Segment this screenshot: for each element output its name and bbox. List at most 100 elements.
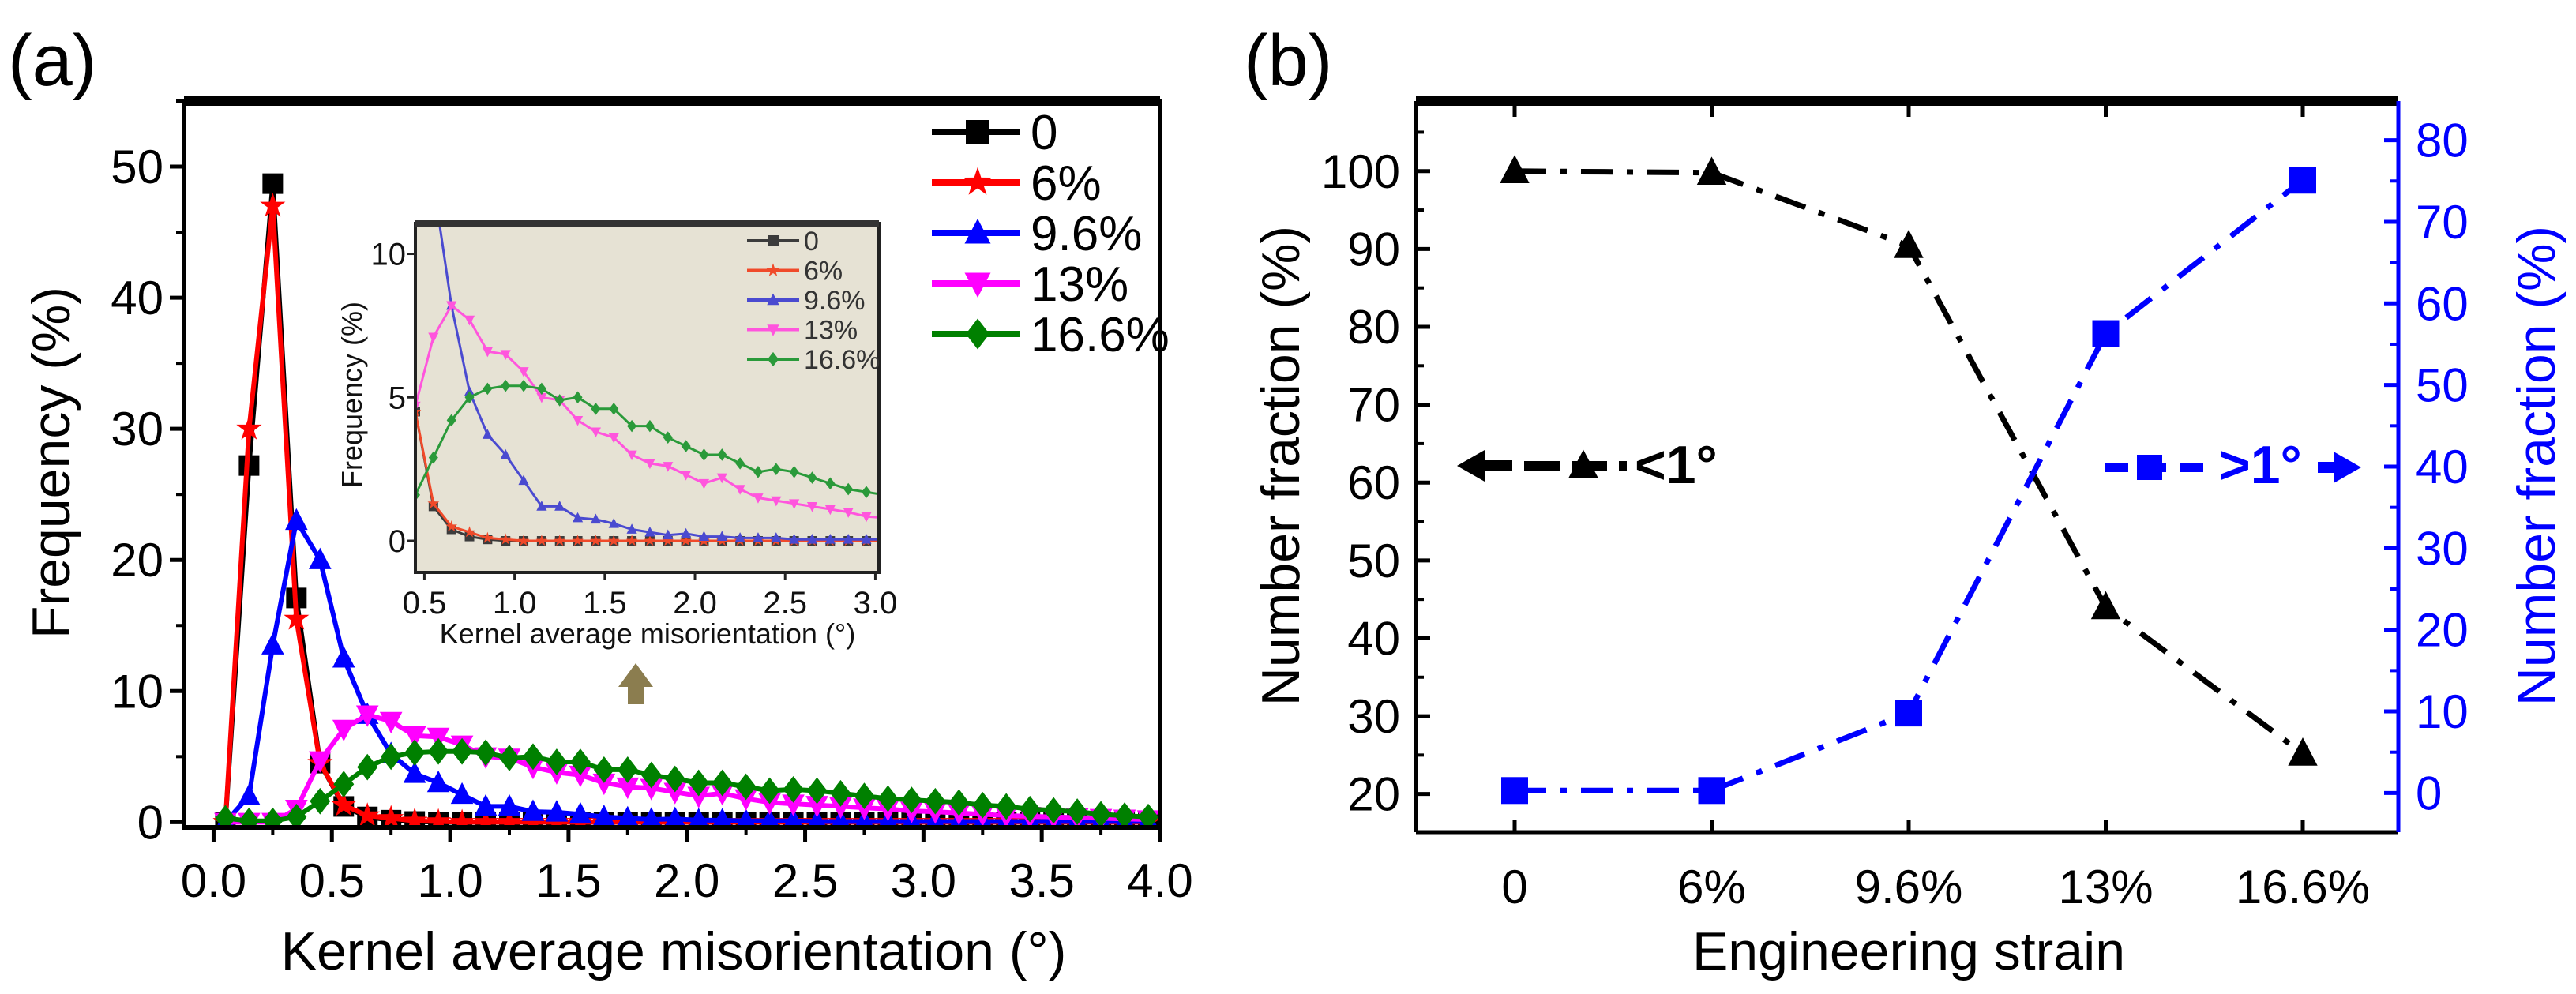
data-point	[948, 789, 970, 816]
data-point	[807, 808, 827, 827]
x-tick-label: 0	[1501, 861, 1527, 913]
inset-legend-label: 0	[804, 227, 819, 257]
right-y-tick-label: 80	[2416, 114, 2469, 167]
inset-data-point	[1042, 523, 1051, 536]
series-line	[225, 711, 1149, 825]
series-line	[223, 514, 1148, 824]
inset-data-point	[880, 489, 889, 501]
panel-b-label: (b)	[1244, 21, 1332, 101]
right-y-tick-label: 30	[2416, 522, 2469, 575]
data-point	[1067, 798, 1088, 825]
data-point	[1138, 803, 1159, 827]
inset-data-point	[807, 471, 817, 484]
inset-y-tick-label: 5	[389, 381, 406, 415]
legend-marker	[966, 120, 989, 144]
data-point	[1894, 230, 1924, 258]
inset-data-point	[1004, 535, 1016, 546]
inset-data-point	[483, 382, 493, 396]
data-point	[901, 786, 922, 814]
right-y-tick-label: 40	[2416, 441, 2469, 493]
data-point	[238, 807, 260, 827]
inset-data-point	[933, 501, 943, 513]
inset-data-point	[627, 419, 637, 433]
inset-data-point	[427, 497, 440, 509]
data-point	[449, 808, 475, 827]
series-13	[214, 705, 1160, 827]
inset-legend-label: 13%	[804, 316, 858, 346]
inset-x-tick-label: 1.5	[583, 586, 627, 621]
legend-label: 16.6%	[1031, 308, 1170, 362]
inset-data-point	[1006, 517, 1016, 530]
left-y-tick-label: 30	[1347, 690, 1400, 743]
inset-legend-label: 9.6%	[804, 286, 866, 316]
inset-data-point	[374, 532, 384, 545]
left-y-tick-label: 50	[1347, 535, 1400, 587]
inset-data-point	[1024, 520, 1034, 533]
data-point	[1501, 777, 1528, 805]
inset-data-point	[1006, 536, 1016, 546]
data-point	[783, 775, 804, 803]
inset-data-point	[517, 535, 530, 546]
inset-legend-label: 16.6%	[804, 345, 880, 375]
inset-data-point	[481, 531, 494, 543]
inset-data-point	[392, 508, 403, 518]
inset-series-group	[356, 176, 1051, 547]
data-point	[286, 803, 307, 827]
annotation-above-1deg: >1°	[2219, 435, 2302, 495]
inset-data-point	[554, 501, 565, 511]
inset-data-point	[771, 532, 782, 542]
data-point	[522, 743, 543, 771]
data-point	[829, 797, 852, 820]
data-point	[616, 777, 640, 800]
inset-data-point	[861, 533, 872, 544]
data-point	[1043, 797, 1065, 824]
panel-a-x-axis-title: Kernel average misorientation (°)	[281, 921, 1067, 981]
inset-data-point	[1023, 535, 1035, 546]
inset-data-point	[969, 534, 979, 544]
data-point	[616, 805, 640, 827]
inset-data-point	[663, 462, 674, 472]
data-point	[759, 777, 780, 805]
inset-data-point	[806, 501, 818, 512]
data-point	[546, 748, 567, 775]
inset-data-point	[824, 533, 836, 544]
legend-label: 0	[1031, 106, 1057, 160]
x-tick-label: 3.5	[1008, 854, 1074, 907]
inset-data-point	[464, 391, 475, 404]
series-line	[225, 748, 1149, 823]
inset-data-point	[969, 535, 981, 546]
inset-data-point	[915, 534, 926, 544]
legend-label: 6%	[1031, 156, 1102, 211]
data-point	[925, 787, 946, 815]
annotation-below-1deg: <1°	[1635, 435, 1718, 495]
inset-data-point	[933, 534, 944, 544]
data-point	[404, 739, 426, 767]
inset-data-point	[428, 176, 438, 186]
data-point	[308, 547, 332, 569]
legend-marker-above-1deg	[2137, 455, 2162, 480]
data-point	[806, 777, 828, 805]
x-tick-label: 1.5	[535, 854, 601, 907]
inset-series-line	[415, 384, 879, 498]
inset-data-point	[824, 505, 836, 516]
inset-data-point	[535, 535, 548, 546]
panel-a-inset: Kernel average misorientation (°) Freque…	[336, 176, 1051, 704]
inset-data-point	[356, 537, 366, 547]
data-point	[474, 793, 498, 816]
data-point	[332, 719, 355, 742]
inset-data-point	[970, 509, 979, 522]
inset-data-point	[428, 451, 438, 464]
data-point	[688, 808, 709, 827]
inset-data-point	[374, 537, 385, 547]
inset-data-point	[644, 419, 655, 433]
inset-data-point	[572, 415, 584, 426]
inset-data-point	[825, 477, 836, 490]
inset-data-point	[806, 533, 818, 544]
data-point	[475, 739, 497, 767]
series-below-1deg	[1500, 155, 2318, 766]
inset-data-point	[1005, 528, 1016, 538]
data-point	[378, 805, 404, 827]
data-point	[215, 805, 236, 827]
y-tick-label: 0	[137, 796, 163, 849]
data-point	[261, 632, 284, 655]
